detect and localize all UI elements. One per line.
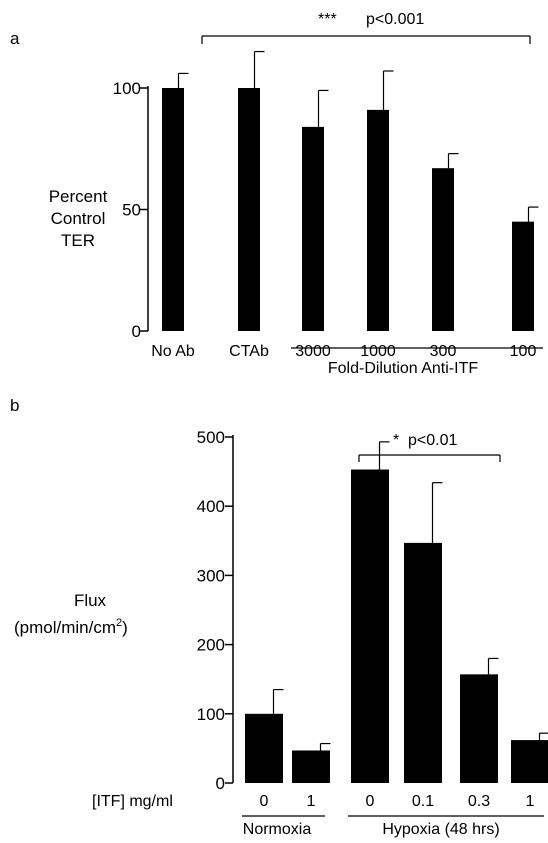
panel-b-ylabel-line1: Flux: [74, 591, 107, 610]
panel-b-group-hypoxia: Hypoxia (48 hrs): [382, 821, 499, 838]
panel-b-label: b: [10, 396, 19, 415]
panel-a-bar: [162, 88, 184, 331]
panel-a-category-label: 100: [510, 343, 537, 360]
panel-b-ytick-label: 0: [216, 774, 225, 793]
panel-b-bar: [404, 542, 442, 783]
panel-b-row-label: [ITF] mg/ml: [92, 793, 173, 810]
panel-b-ytick-label: 400: [197, 497, 225, 516]
panel-a-category-label: No Ab: [151, 343, 195, 360]
panel-a-bar: [367, 109, 389, 332]
panel-a-ytick-label: 100: [113, 79, 141, 98]
panel-b-category-label: 0: [366, 793, 375, 810]
panel-b-category-label: 1: [307, 793, 316, 810]
panel-b-ylabel-line2: (pmol/min/cm2): [14, 617, 128, 637]
panel-a-category-label: 300: [430, 343, 457, 360]
panel-b-ytick-label: 200: [197, 636, 225, 655]
panel-a-ylabel-line3: TER: [61, 231, 95, 250]
panel-b-bar: [511, 740, 548, 783]
panel-b-category-label: 0.1: [412, 793, 434, 810]
panel-b-bar: [292, 750, 330, 783]
panel-a-bar: [512, 221, 534, 331]
panel-a-ylabel-line2: Control: [51, 209, 106, 228]
panel-b-ytick-label: 500: [197, 428, 225, 447]
panel-b-bar: [245, 713, 283, 783]
panel-b-group-normoxia: Normoxia: [243, 821, 312, 838]
panel-b-bar: [351, 469, 389, 783]
panel-b-ylabel: Flux (pmol/min/cm2): [14, 591, 128, 637]
panel-a-ytick-label: 50: [122, 201, 141, 220]
panel-b-ytick-label: 100: [197, 705, 225, 724]
panel-b-category-label: 0: [260, 793, 269, 810]
panel-a-bar: [238, 88, 260, 331]
panel-a-sig-text: p<0.001: [366, 11, 424, 28]
panel-b-sig-text: p<0.01: [408, 432, 457, 449]
panel-a-bar: [432, 168, 454, 331]
panel-a-ylabel-line1: Percent: [49, 187, 108, 206]
panel-b-category-label: 0.3: [468, 793, 490, 810]
panel-b-ytick-label: 300: [197, 566, 225, 585]
panel-a-category-label: 1000: [360, 343, 396, 360]
panel-a-label: a: [10, 29, 20, 48]
panel-a-group-label: Fold-Dilution Anti-ITF: [328, 360, 478, 377]
panel-a-sig-stars: ***: [318, 11, 337, 28]
panel-b-bar: [460, 674, 498, 783]
panel-a-category-label: 3000: [295, 343, 331, 360]
panel-b-category-label: 1: [526, 793, 535, 810]
panel-a-category-label: CTAb: [229, 343, 269, 360]
panel-b-sig-stars: *: [393, 432, 399, 449]
panel-a-bar: [302, 126, 324, 331]
panel-a-ytick-label: 0: [132, 322, 141, 341]
panel-a-ylabel: Percent Control TER: [49, 187, 108, 250]
